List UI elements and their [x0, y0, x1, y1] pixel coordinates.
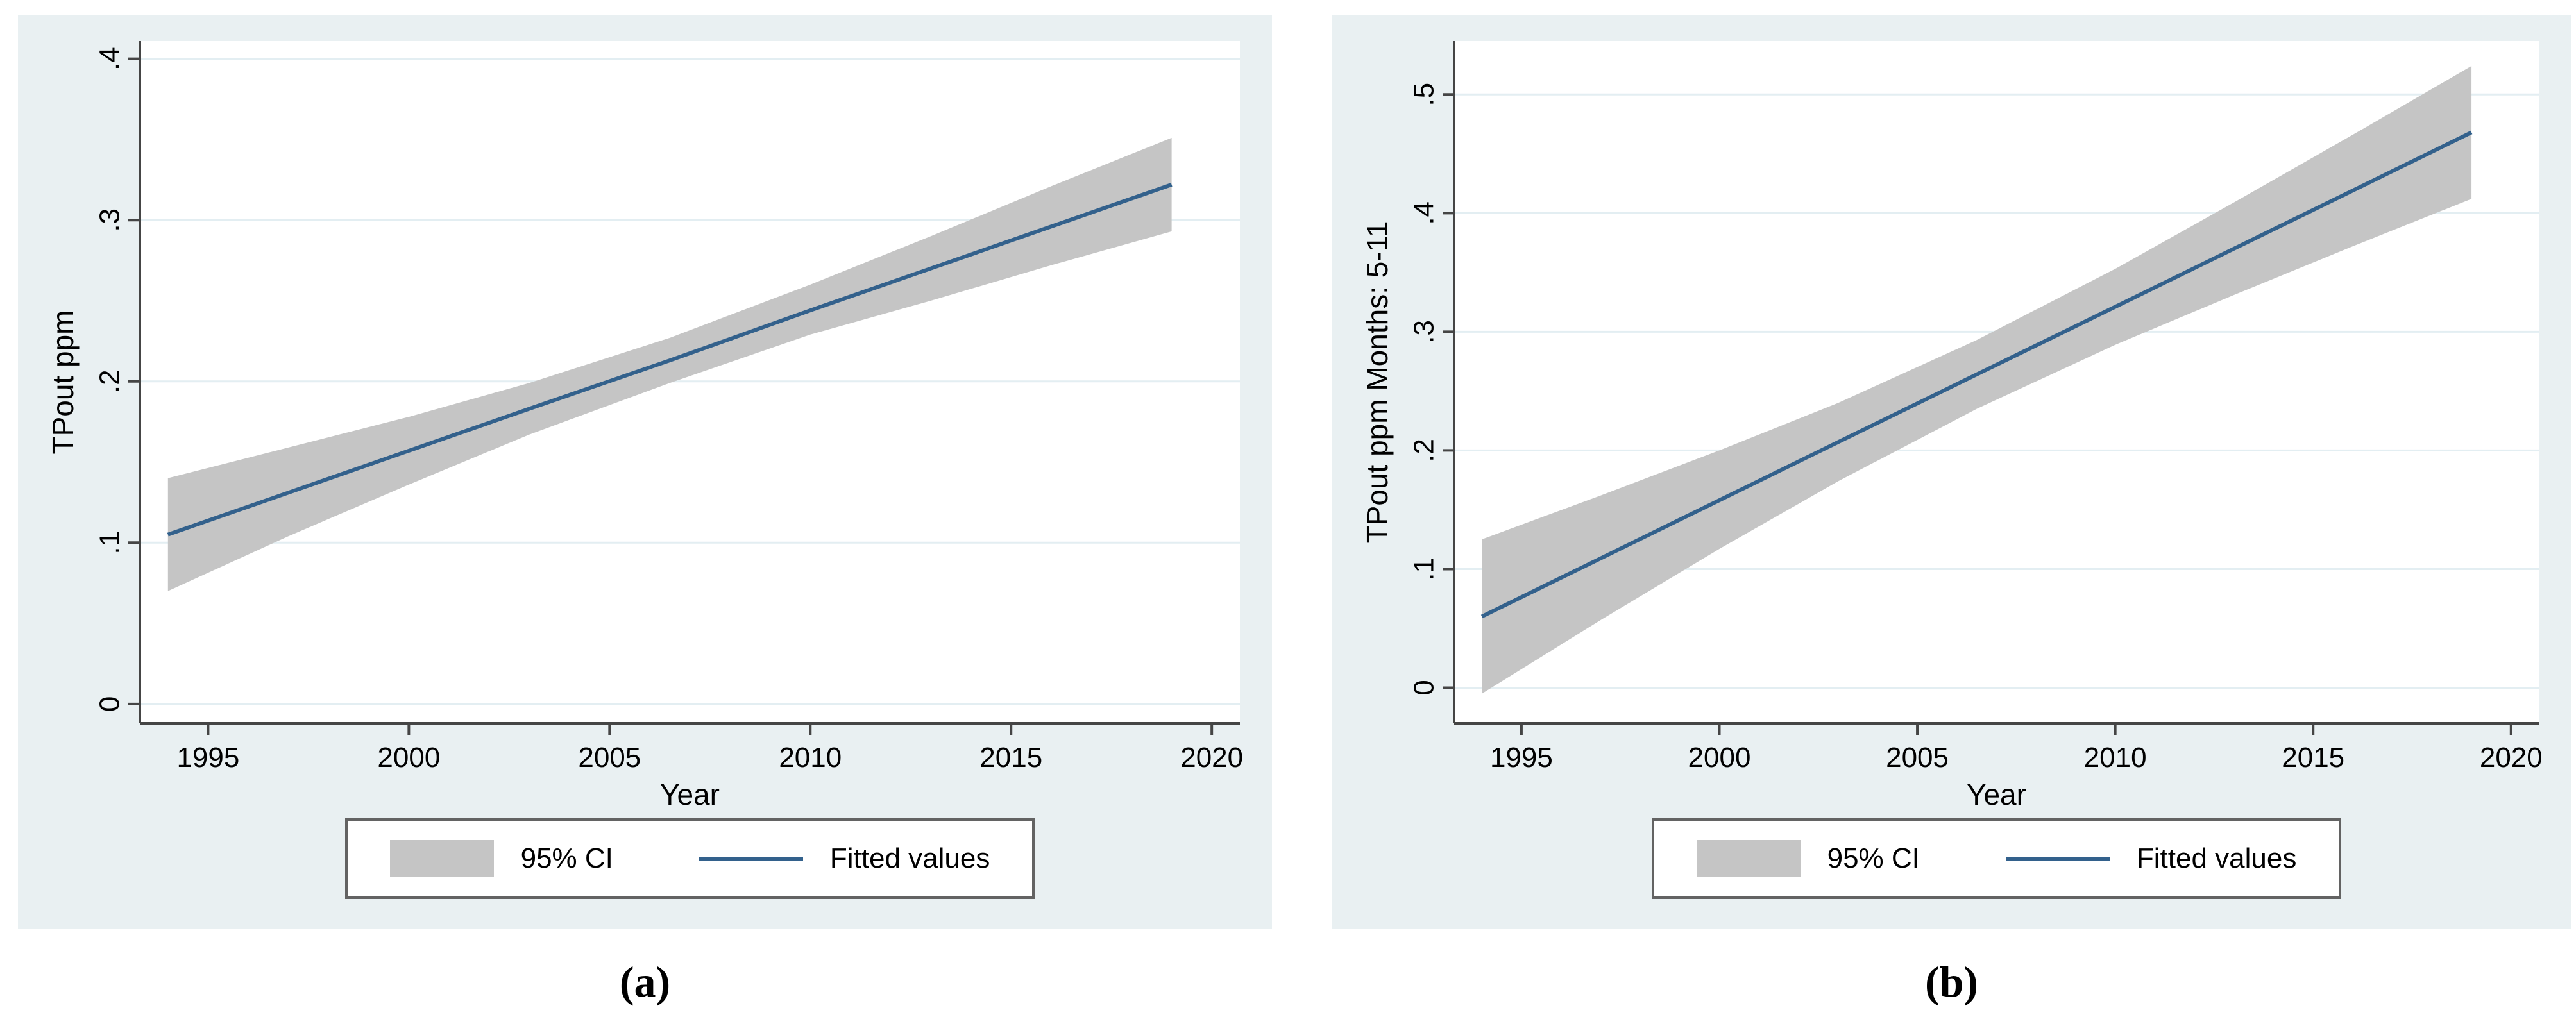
y-tick-label: .4 — [94, 47, 126, 71]
chart-canvas-b: 0 .1 .2 .3 .4 .5 1995 2000 2005 2010 2015 2020 — [1409, 41, 2543, 773]
x-tick-label: 2020 — [2480, 742, 2543, 773]
y-tick-label: .3 — [1409, 320, 1440, 344]
y-tick-label: .3 — [94, 208, 126, 232]
x-tick-label: 2015 — [979, 742, 1042, 773]
fitted-line-swatch — [699, 856, 803, 861]
ci-band — [167, 137, 1172, 591]
x-tick-label: 2000 — [1688, 742, 1751, 773]
legend-area-a: 95% CI Fitted values — [140, 818, 1240, 899]
chart-canvas-a: 0 .1 .2 .3 .4 1995 2000 2005 2010 2015 2020 — [94, 41, 1243, 773]
y-tick-label: .2 — [94, 369, 126, 393]
subfigure-caption-a: (a) — [619, 957, 671, 1006]
x-axis-title-a: Year — [660, 778, 720, 811]
legend-area-b: 95% CI Fitted values — [1454, 818, 2539, 899]
fitted-line-swatch — [2005, 856, 2110, 861]
x-axis-title-b: Year — [1967, 778, 2026, 811]
x-tick-label: 2015 — [2282, 742, 2344, 773]
legend-box-a: 95% CI Fitted values — [344, 818, 1035, 899]
x-tick-label: 2005 — [578, 742, 641, 773]
legend-box-b: 95% CI Fitted values — [1651, 818, 2342, 899]
x-tick-label: 2005 — [1886, 742, 1949, 773]
x-tick-label: 2010 — [2084, 742, 2147, 773]
y-tick-label: .5 — [1409, 83, 1440, 106]
y-tick-label: 0 — [94, 696, 126, 712]
legend-label-ci: 95% CI — [1827, 843, 1920, 874]
x-tick-label: 2010 — [779, 742, 842, 773]
ci-band — [1482, 65, 2472, 694]
x-tick-label: 2000 — [377, 742, 440, 773]
subfigure-caption-b: (b) — [1924, 957, 1979, 1006]
figure-panel-a: 0 .1 .2 .3 .4 1995 2000 2005 2010 2015 2020 TPout … — [18, 15, 1272, 929]
ci-band-swatch — [389, 840, 494, 877]
fitted-line — [167, 183, 1173, 537]
y-tick-label: .1 — [94, 531, 126, 555]
legend-label-ci: 95% CI — [520, 843, 613, 874]
legend-label-fitted: Fitted values — [2136, 843, 2297, 874]
x-tick-label: 1995 — [176, 742, 239, 773]
legend-label-fitted: Fitted values — [829, 843, 990, 874]
y-axis-title-b: TPout ppm Months: 5-11 — [1360, 221, 1394, 544]
figure-panel-b: 0 .1 .2 .3 .4 .5 1995 2000 2005 2010 2015 2020 TPou… — [1332, 15, 2571, 929]
y-tick-label: .2 — [1409, 439, 1440, 462]
fitted-line — [1480, 130, 2473, 619]
x-tick-label: 1995 — [1490, 742, 1553, 773]
y-tick-label: .4 — [1409, 201, 1440, 225]
ci-band-swatch — [1696, 840, 1801, 877]
y-axis-title-a: TPout ppm — [46, 310, 80, 455]
y-tick-label: .1 — [1409, 557, 1440, 581]
y-tick-label: 0 — [1409, 680, 1440, 695]
x-tick-label: 2020 — [1180, 742, 1243, 773]
